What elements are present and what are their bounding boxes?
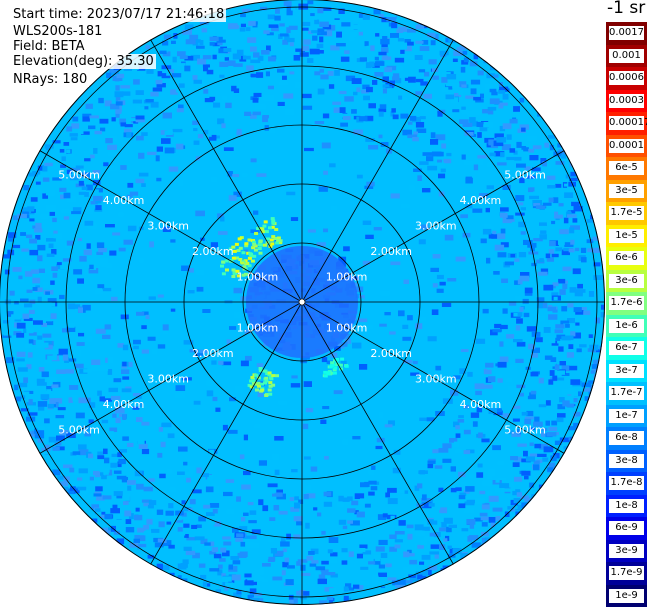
range-ring-label: 1.00km	[326, 271, 368, 284]
elevation-label: Elevation(deg): 35.30	[11, 54, 156, 69]
colorbar-tick-label: 6e-8	[609, 431, 644, 445]
azimuth-spoke	[301, 301, 565, 454]
colorbar-tick-label: 0.0003	[609, 93, 644, 108]
range-ring	[124, 124, 480, 480]
colorbar-cell: 0.00017	[606, 112, 647, 135]
range-ring-label: 5.00km	[58, 423, 100, 436]
colorbar-tick-label: 1e-6	[609, 318, 644, 333]
azimuth-spoke	[301, 150, 565, 303]
colorbar-tick-label: 1.7e-5	[609, 206, 644, 220]
colorbar-cell: 0.0006	[606, 67, 647, 90]
colorbar-cell: 1e-9	[606, 584, 647, 607]
range-ring	[242, 242, 362, 362]
range-ring-label: 2.00km	[192, 347, 234, 360]
range-ring-label: 5.00km	[58, 169, 100, 182]
colorbar-tick-label: 0.0001	[609, 138, 644, 153]
colorbar-tick-label: 1.7e-7	[609, 386, 644, 400]
colorbar: 0.0017 0.001 0.0006 0.0003 0.00017 0.0001 6e-5…	[606, 0, 647, 607]
colorbar-tick-label: 6e-7	[609, 341, 644, 355]
colorbar-cell: 1e-5	[606, 224, 647, 247]
range-ring-label: 1.00km	[237, 322, 279, 335]
range-ring-label: 2.00km	[370, 347, 412, 360]
colorbar-tick-label: 1.7e-9	[609, 566, 644, 580]
colorbar-tick-label: 3e-5	[609, 183, 644, 198]
nrays-label: NRays: 180	[11, 72, 90, 87]
azimuth-spoke	[39, 150, 303, 303]
colorbar-cell: 1.7e-9	[606, 562, 647, 585]
colorbar-tick-label: 0.0017	[609, 26, 644, 40]
colorbar-cell: 1.7e-8	[606, 472, 647, 495]
colorbar-tick-label: 6e-9	[609, 521, 644, 535]
radar-center	[298, 298, 306, 306]
range-ring	[6, 6, 598, 598]
colorbar-cell: 1.7e-7	[606, 382, 647, 405]
range-ring-label: 2.00km	[192, 245, 234, 258]
range-ring-label: 4.00km	[103, 398, 145, 411]
colorbar-tick-label: 1e-7	[609, 408, 644, 423]
colorbar-tick-label: 1.7e-8	[609, 476, 644, 490]
colorbar-tick-label: 0.00017	[609, 116, 647, 130]
colorbar-cell: 0.001	[606, 44, 647, 67]
range-ring-label: 1.00km	[326, 322, 368, 335]
instrument-label: WLS200s-181	[11, 24, 105, 39]
range-ring-label: 4.00km	[460, 398, 502, 411]
range-ring-label: 3.00km	[147, 220, 189, 233]
colorbar-cell: 6e-7	[606, 337, 647, 360]
azimuth-spoke	[39, 301, 303, 454]
outer-ring	[0, 0, 605, 605]
azimuth-spoke	[150, 39, 303, 303]
range-grid	[0, 0, 605, 605]
colorbar-tick-label: 1e-8	[609, 498, 644, 513]
colorbar-cell: 0.0017	[606, 22, 647, 45]
range-ring-label: 5.00km	[504, 169, 546, 182]
colorbar-tick-label: 1.7e-6	[609, 296, 644, 310]
colorbar-cell: 1e-8	[606, 494, 647, 517]
colorbar-tick-label: 3e-9	[609, 543, 644, 558]
colorbar-cell: 3e-6	[606, 269, 647, 292]
colorbar-cell: 0.0003	[606, 89, 647, 112]
colorbar-cell: 6e-5	[606, 157, 647, 180]
colorbar-tick-label: 3e-6	[609, 273, 644, 288]
colorbar-cell: 6e-9	[606, 517, 647, 540]
range-ring-label: 4.00km	[460, 194, 502, 207]
field-label: Field: BETA	[11, 39, 87, 54]
colorbar-tick-label: 6e-5	[609, 161, 644, 175]
colorbar-tick-label: 6e-6	[609, 251, 644, 265]
colorbar-tick-label: 3e-7	[609, 363, 644, 378]
echo-arcs	[220, 217, 349, 397]
colorbar-tick-label: 1e-9	[609, 588, 644, 603]
azimuth-spoke	[301, 39, 454, 303]
range-ring-label: 2.00km	[370, 245, 412, 258]
colorbar-cell: 3e-8	[606, 449, 647, 472]
colorbar-cell: 6e-6	[606, 247, 647, 270]
range-ring	[183, 183, 421, 421]
colorbar-cell: 6e-8	[606, 427, 647, 450]
colorbar-cell: 1e-7	[606, 404, 647, 427]
range-ring-label: 1.00km	[237, 271, 279, 284]
colorbar-tick-label: 0.001	[609, 48, 644, 63]
colorbar-cell: 1e-6	[606, 314, 647, 337]
range-ring-label: 5.00km	[504, 423, 546, 436]
colorbar-cell: 0.0001	[606, 134, 647, 157]
colorbar-tick-label: 3e-8	[609, 453, 644, 468]
azimuth-spoke	[301, 301, 454, 565]
range-ring-label: 4.00km	[103, 194, 145, 207]
range-ring-label: 3.00km	[147, 373, 189, 386]
colorbar-cell: 3e-5	[606, 179, 647, 202]
range-ring-label: 3.00km	[415, 220, 457, 233]
colorbar-tick-label: 1e-5	[609, 228, 644, 243]
colorbar-cell: 1.7e-6	[606, 292, 647, 315]
azimuth-spoke	[150, 301, 303, 565]
colorbar-unit: -1 sr	[607, 0, 646, 18]
range-ring-label: 3.00km	[415, 373, 457, 386]
range-ring	[65, 65, 539, 539]
start-time-label: Start time: 2023/07/17 21:46:18	[11, 7, 227, 22]
colorbar-tick-label: 0.0006	[609, 71, 644, 85]
colorbar-cell: 3e-7	[606, 359, 647, 382]
colorbar-cell: 1.7e-5	[606, 202, 647, 225]
colorbar-cell: 3e-9	[606, 539, 647, 562]
